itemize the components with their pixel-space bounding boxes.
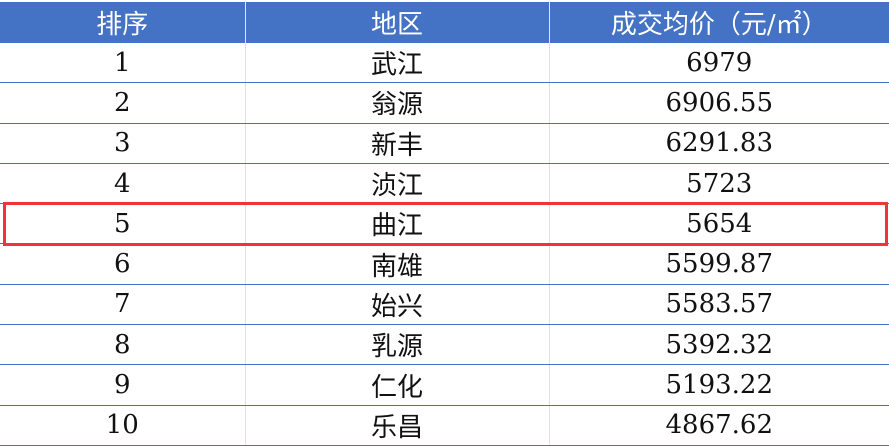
header-row: 排序 地区 成交均价（元/㎡） <box>0 2 889 43</box>
table-row: 1 武江 6979 <box>0 43 889 84</box>
price-cell: 4867.62 <box>549 405 889 446</box>
price-cell: 6979 <box>549 43 889 84</box>
table-row: 10 乐昌 4867.62 <box>0 405 889 446</box>
table-row: 9 仁化 5193.22 <box>0 364 889 406</box>
rank-cell: 2 <box>0 82 246 124</box>
rank-cell: 7 <box>0 284 246 326</box>
rank-cell: 10 <box>0 405 246 446</box>
price-cell: 6291.83 <box>549 123 889 164</box>
rank-cell: 3 <box>0 123 246 164</box>
rank-cell: 5 <box>0 203 246 245</box>
header-rank: 排序 <box>0 2 246 43</box>
rank-cell: 6 <box>0 243 246 285</box>
table-row: 5 曲江 5654 <box>0 203 889 245</box>
region-cell: 新丰 <box>245 123 550 164</box>
rank-cell: 8 <box>0 324 246 366</box>
table-row: 3 新丰 6291.83 <box>0 123 889 164</box>
price-cell: 5599.87 <box>549 243 889 285</box>
region-cell: 浈江 <box>245 163 550 205</box>
rank-cell: 9 <box>0 364 246 406</box>
table-row: 2 翁源 6906.55 <box>0 82 889 124</box>
region-cell: 曲江 <box>245 203 550 245</box>
header-region: 地区 <box>245 2 550 43</box>
region-cell: 乐昌 <box>245 405 550 446</box>
price-cell: 5583.57 <box>549 284 889 326</box>
region-cell: 始兴 <box>245 284 550 326</box>
table-row: 8 乳源 5392.32 <box>0 324 889 366</box>
region-cell: 乳源 <box>245 324 550 366</box>
price-cell: 5193.22 <box>549 364 889 406</box>
region-cell: 武江 <box>245 43 550 84</box>
price-cell: 5654 <box>549 203 889 245</box>
price-cell: 6906.55 <box>549 82 889 124</box>
price-cell: 5392.32 <box>549 324 889 366</box>
region-cell: 翁源 <box>245 82 550 124</box>
table-row: 7 始兴 5583.57 <box>0 284 889 326</box>
region-cell: 南雄 <box>245 243 550 285</box>
table-row: 6 南雄 5599.87 <box>0 243 889 285</box>
rank-cell: 4 <box>0 163 246 205</box>
region-cell: 仁化 <box>245 364 550 406</box>
price-cell: 5723 <box>549 163 889 205</box>
header-avg-price: 成交均价（元/㎡） <box>549 2 889 43</box>
rank-cell: 1 <box>0 43 246 84</box>
table-row: 4 浈江 5723 <box>0 163 889 205</box>
